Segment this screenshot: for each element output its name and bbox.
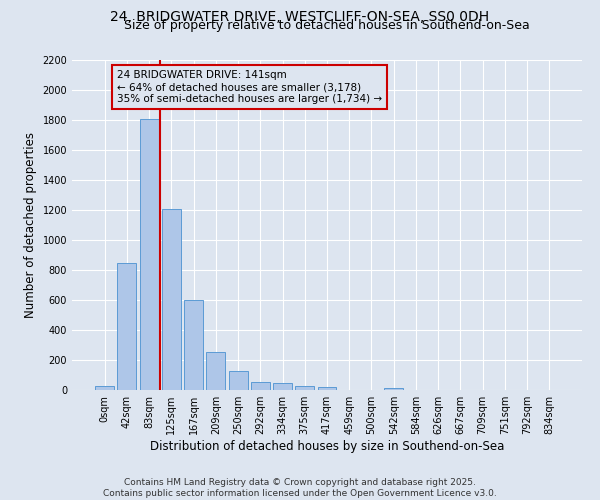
Bar: [273, 383, 292, 390]
Bar: [384, 388, 403, 390]
X-axis label: Distribution of detached houses by size in Southend-on-Sea: Distribution of detached houses by size …: [150, 440, 504, 453]
Text: Contains HM Land Registry data © Crown copyright and database right 2025.
Contai: Contains HM Land Registry data © Crown c…: [103, 478, 497, 498]
Bar: [295, 386, 314, 390]
Text: 24 BRIDGWATER DRIVE: 141sqm
← 64% of detached houses are smaller (3,178)
35% of : 24 BRIDGWATER DRIVE: 141sqm ← 64% of det…: [117, 70, 382, 104]
Bar: [118, 263, 136, 390]
Bar: [317, 388, 337, 390]
Bar: [184, 300, 203, 390]
Title: Size of property relative to detached houses in Southend-on-Sea: Size of property relative to detached ho…: [124, 20, 530, 32]
Bar: [206, 352, 225, 390]
Bar: [229, 370, 248, 390]
Text: 24, BRIDGWATER DRIVE, WESTCLIFF-ON-SEA, SS0 0DH: 24, BRIDGWATER DRIVE, WESTCLIFF-ON-SEA, …: [110, 10, 490, 24]
Bar: [162, 208, 181, 390]
Bar: [95, 386, 114, 390]
Bar: [140, 118, 158, 390]
Bar: [251, 382, 270, 390]
Y-axis label: Number of detached properties: Number of detached properties: [24, 132, 37, 318]
